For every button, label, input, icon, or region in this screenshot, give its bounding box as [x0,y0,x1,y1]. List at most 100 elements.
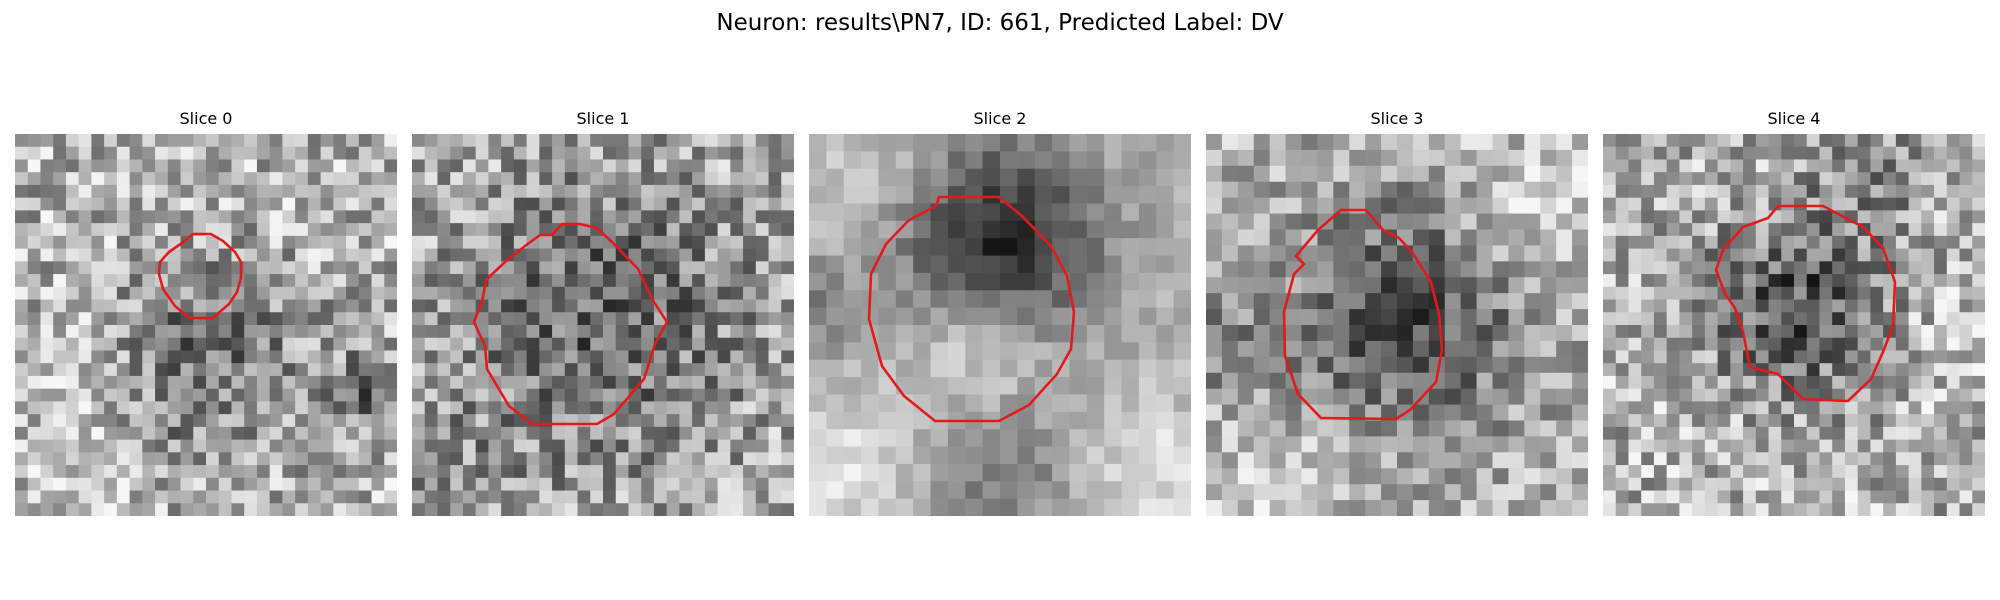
pixel [1679,210,1693,224]
pixel [1832,286,1846,301]
pixel [913,272,932,291]
pixel [1972,197,1985,211]
pixel [965,168,984,187]
pixel [781,401,794,415]
pixel [231,197,245,211]
pixel [1959,439,1973,453]
pixel [371,184,385,199]
pixel [615,312,630,326]
pixel [206,503,220,516]
pixel [861,203,880,222]
pixel [1972,465,1985,479]
pixel [1819,426,1833,441]
pixel [475,503,489,516]
pixel [65,490,80,504]
pixel [913,446,932,465]
pixel [155,325,169,339]
pixel [78,337,92,352]
pixel [129,388,143,402]
pixel [1755,350,1770,364]
pixel [1946,299,1961,313]
pixel [27,248,42,262]
pixel [1034,481,1053,500]
pixel [1412,468,1430,485]
pixel [564,477,579,492]
pixel [501,477,515,492]
pixel [384,414,397,428]
pixel [1508,149,1525,167]
pixel [1641,401,1655,415]
pixel [91,274,105,288]
pixel [1844,312,1859,326]
pixel [982,446,1001,465]
pixel [15,477,29,492]
pixel [1934,388,1948,402]
pixel [1086,429,1105,448]
pixel [206,274,220,288]
pixel [1508,309,1525,326]
pixel [1206,325,1223,342]
pixel [1428,213,1446,231]
pixel [861,463,880,482]
pixel [15,197,29,211]
pixel [564,312,579,326]
pixel [692,325,706,339]
pixel [615,439,630,453]
pixel [628,146,642,161]
pixel [501,134,515,148]
pixel [526,197,540,211]
pixel [1476,181,1494,199]
pixel [384,184,397,199]
pixel [1908,325,1922,339]
pixel [206,197,220,211]
pixel [1540,468,1557,485]
pixel [982,186,1001,205]
pixel [1301,277,1319,294]
pixel [129,197,143,211]
pixel [1895,375,1910,390]
pixel [1540,325,1557,342]
pixel [333,337,347,352]
pixel [1895,503,1910,516]
pixel [1844,439,1859,453]
pixel [231,503,245,516]
pixel [704,439,719,453]
pixel [193,426,207,441]
pixel [180,312,194,326]
pixel [692,286,706,301]
pixel [256,363,271,377]
pixel [1755,312,1770,326]
pixel [53,477,67,492]
pixel [1972,414,1985,428]
pixel [982,394,1001,413]
pixel [1052,307,1071,326]
pixel [218,452,233,466]
pixel [590,248,604,262]
pixel [1301,500,1319,516]
pixel [930,342,949,361]
pixel [1508,452,1525,469]
pixel [1000,186,1018,205]
pixel [501,274,515,288]
pixel [1615,223,1630,237]
pixel [768,312,782,326]
pixel [590,452,604,466]
pixel [1934,375,1948,390]
pixel [1603,401,1617,415]
pixel [501,426,515,441]
pixel [1895,363,1910,377]
pixel [577,363,591,377]
pixel [628,248,642,262]
pixel [1156,446,1175,465]
pixel [1641,363,1655,377]
pixel [116,312,131,326]
pixel [1755,235,1770,250]
pixel [155,401,169,415]
pixel [1173,463,1191,482]
pixel [1444,340,1462,358]
pixel [1000,168,1018,187]
pixel [244,350,258,364]
pixel [15,350,29,364]
pixel [501,146,515,161]
pixel [717,286,731,301]
